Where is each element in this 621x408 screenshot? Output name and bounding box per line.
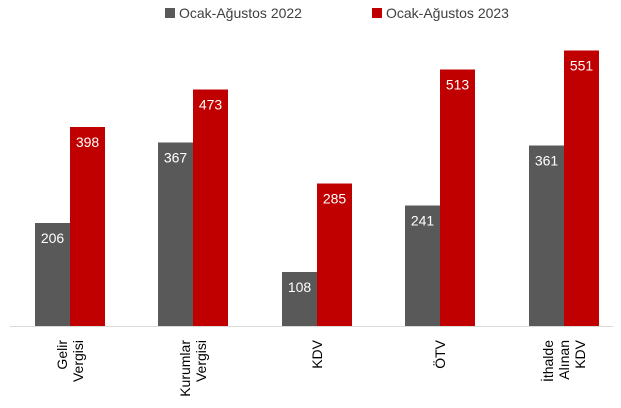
legend-swatch-2023 xyxy=(372,8,382,18)
bar-2023-4 xyxy=(564,50,599,326)
value-label: 367 xyxy=(164,150,188,166)
category-label: KDV xyxy=(572,339,588,368)
category-label: İthalde xyxy=(539,340,556,382)
legend-label-2023: Ocak-Ağustos 2023 xyxy=(386,5,509,21)
bar-2022-3 xyxy=(405,205,440,326)
bars-group xyxy=(35,50,599,326)
bar-2022-1 xyxy=(158,142,193,326)
bar-2023-0 xyxy=(70,127,105,326)
value-label: 108 xyxy=(288,279,312,295)
value-label: 551 xyxy=(570,58,594,74)
value-label: 473 xyxy=(199,97,223,113)
bar-2022-0 xyxy=(35,223,70,326)
category-label: ÖTV xyxy=(431,339,448,368)
category-label: KDV xyxy=(309,339,325,368)
bar-2023-1 xyxy=(193,89,228,326)
category-label: Kurumlar xyxy=(177,340,193,397)
bar-2023-2 xyxy=(317,183,352,326)
value-label: 398 xyxy=(76,134,100,150)
value-label: 206 xyxy=(41,230,65,246)
category-label: Vergisi xyxy=(193,340,209,382)
value-label: 241 xyxy=(411,213,435,229)
legend: Ocak-Ağustos 2022 Ocak-Ağustos 2023 xyxy=(165,5,509,21)
value-label: 513 xyxy=(446,77,470,93)
legend-label-2022: Ocak-Ağustos 2022 xyxy=(179,5,302,21)
value-labels-group: 206 367 108 241 361 398 473 285 513 551 xyxy=(41,58,594,296)
bar-2022-2 xyxy=(282,272,317,326)
legend-swatch-2022 xyxy=(165,8,175,18)
category-label: Vergisi xyxy=(70,340,86,382)
category-label: Alınan xyxy=(556,340,572,380)
bar-2022-4 xyxy=(529,145,564,326)
category-labels-group: Gelir Vergisi Kurumlar Vergisi KDV ÖTV İthalde… xyxy=(54,339,588,396)
value-label: 361 xyxy=(535,153,559,169)
value-label: 285 xyxy=(323,191,347,207)
category-label: Gelir xyxy=(54,340,70,370)
bar-2023-3 xyxy=(440,69,475,326)
